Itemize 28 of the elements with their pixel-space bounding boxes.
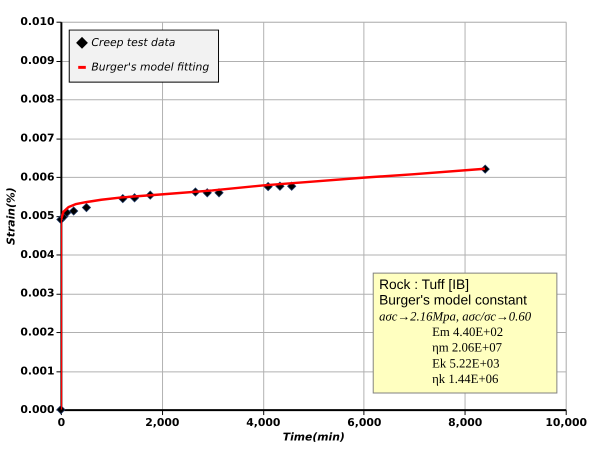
annotation: ηm 2.06E+07	[432, 340, 502, 355]
y-tick-label: 0.010	[20, 15, 55, 28]
x-tick-label: 4,000	[246, 416, 280, 429]
y-tick-label: 0.008	[20, 92, 55, 106]
x-tick-label: 8,000	[448, 416, 482, 429]
y-tick-label: 0.005	[20, 209, 55, 222]
x-axis-title: Time(min)	[282, 430, 345, 444]
y-tick-label: 0.006	[20, 170, 55, 184]
legend-label: Creep test data	[91, 36, 176, 49]
y-tick-label: 0.000	[20, 403, 55, 416]
annotation: Burger's model constant	[379, 292, 528, 308]
x-tick-label: 0	[58, 416, 66, 429]
annotation: Rock : Tuff [IB]	[379, 276, 470, 292]
annotation: aσc→2.16Mpa, aσc/σc→0.60	[379, 309, 532, 324]
y-tick-label: 0.007	[20, 132, 55, 145]
annotation: Em 4.40E+02	[432, 324, 504, 339]
legend-label: Burger's model fitting	[91, 60, 210, 74]
y-tick-label: 0.003	[20, 286, 55, 300]
y-tick-label: 0.002	[20, 326, 55, 338]
y-tick-label: 0.001	[20, 364, 55, 378]
x-tick-label: 2,000	[145, 416, 180, 429]
annotation: ηk 1.44E+06	[432, 372, 498, 386]
x-tick-label: 6,000	[347, 416, 382, 429]
y-tick-label: 0.009	[20, 54, 55, 67]
x-tick-label: 10,000	[545, 416, 588, 429]
annotation: Ek 5.22E+03	[432, 356, 500, 370]
y-tick-label: 0.004	[20, 248, 55, 261]
y-axis-title: Strain(%)	[4, 187, 18, 245]
